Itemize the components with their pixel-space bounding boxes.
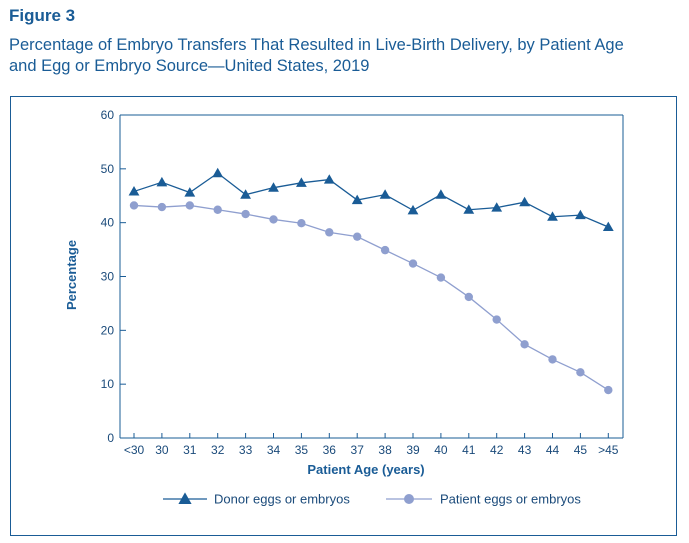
data-point-circle <box>380 245 390 255</box>
x-tick-label: 45 <box>574 443 588 457</box>
x-tick-label: 34 <box>267 443 281 457</box>
chart-axes: 0 10 20 30 40 50 60 <30 30 31 32 33 34 35 36 37 38 39 40 41… <box>101 108 624 457</box>
legend-marker-triangle <box>178 492 192 504</box>
figure-title-line-2: and Egg or Embryo Source—United States, … <box>9 57 370 75</box>
y-tick-label: 50 <box>101 162 115 176</box>
x-tick-label: 32 <box>211 443 225 457</box>
y-tick-label: 20 <box>101 323 115 337</box>
x-axis-title: Patient Age (years) <box>307 462 424 477</box>
chart-frame <box>10 96 677 536</box>
data-point-triangle <box>519 196 530 207</box>
data-point-circle <box>492 315 501 324</box>
x-tick-label: <30 <box>124 443 145 457</box>
data-point-triangle <box>379 189 391 199</box>
data-point-circle <box>548 355 557 364</box>
series-donor <box>128 167 614 232</box>
x-tick-label: >45 <box>598 443 619 457</box>
series-line <box>133 172 609 228</box>
data-point-circle <box>241 209 250 219</box>
chart-legend: Donor eggs or embryos Patient eggs or emb… <box>163 492 581 507</box>
data-point-triangle <box>268 182 279 192</box>
legend-marker-circle <box>404 494 414 504</box>
x-tick-label: 38 <box>378 443 392 457</box>
legend-label: Patient eggs or embryos <box>440 492 581 507</box>
data-point-triangle <box>296 177 307 187</box>
data-point-triangle <box>435 189 447 199</box>
y-tick-label: 0 <box>107 431 114 445</box>
data-point-circle <box>576 368 585 377</box>
data-point-circle <box>408 259 418 268</box>
legend-label: Donor eggs or embryos <box>214 492 350 507</box>
series-line <box>133 204 609 391</box>
x-tick-label: 39 <box>406 443 420 457</box>
x-tick-label: 36 <box>323 443 337 457</box>
x-tick-label: 43 <box>518 443 532 457</box>
data-point-circle <box>436 273 446 282</box>
data-point-triangle <box>128 186 140 196</box>
x-tick-label: 44 <box>546 443 560 457</box>
x-tick-label: 40 <box>434 443 448 457</box>
data-point-triangle <box>156 176 168 187</box>
x-tick-label: 42 <box>490 443 504 457</box>
data-point-circle <box>520 340 529 349</box>
data-point-triangle <box>407 204 419 215</box>
data-point-circle <box>325 228 334 237</box>
y-tick-label: 60 <box>101 108 115 122</box>
y-tick-label: 10 <box>101 377 115 391</box>
chart-series <box>128 167 614 395</box>
x-tick-label: 35 <box>295 443 309 457</box>
figure-title-line-1: Percentage of Embryo Transfers That Resu… <box>9 36 624 54</box>
data-point-circle <box>353 232 362 241</box>
x-tick-label: 30 <box>155 443 169 457</box>
y-axis-title: Percentage <box>64 240 79 310</box>
data-point-triangle <box>463 204 475 214</box>
data-point-triangle <box>491 202 503 212</box>
data-point-triangle <box>323 174 335 184</box>
x-tick-label: 37 <box>351 443 365 457</box>
data-point-circle <box>213 205 222 214</box>
series-patient <box>129 201 613 395</box>
data-point-triangle <box>575 209 586 220</box>
data-point-triangle <box>184 187 196 197</box>
data-point-triangle <box>240 189 251 199</box>
x-tick-label: 31 <box>183 443 197 457</box>
y-tick-label: 30 <box>101 270 115 284</box>
data-point-triangle <box>351 194 363 205</box>
data-point-circle <box>297 219 306 228</box>
figure-title: Percentage of Embryo Transfers That Resu… <box>9 35 679 77</box>
y-tick-label: 40 <box>101 216 115 230</box>
x-tick-label: 33 <box>239 443 253 457</box>
x-tick-label: 41 <box>462 443 476 457</box>
data-point-circle <box>269 215 278 224</box>
data-point-circle <box>129 201 139 210</box>
data-point-circle <box>185 201 194 210</box>
figure-label: Figure 3 <box>9 6 76 25</box>
data-point-circle <box>157 202 167 212</box>
data-point-triangle <box>602 221 614 232</box>
data-point-triangle <box>547 211 558 221</box>
data-point-circle <box>464 292 473 302</box>
data-point-circle <box>604 385 613 395</box>
data-point-triangle <box>212 167 224 178</box>
